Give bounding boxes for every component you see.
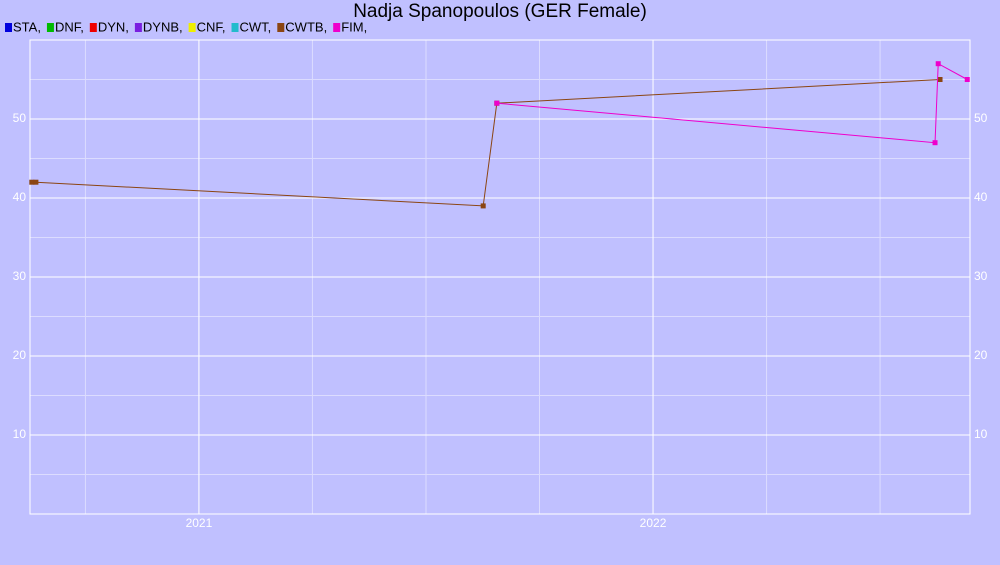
legend-swatch: [5, 23, 12, 32]
y2-tick-label: 40: [974, 190, 988, 204]
y-tick-label: 30: [13, 269, 27, 283]
data-point: [932, 140, 938, 146]
legend-label: CWT,: [240, 19, 272, 34]
data-point: [33, 179, 39, 185]
data-point: [480, 203, 486, 209]
series-line: [496, 62, 968, 144]
legend-label: CNF,: [197, 19, 226, 34]
y-tick-label: 50: [13, 111, 27, 125]
x-tick-label: 2021: [186, 516, 213, 530]
y-tick-label: 20: [13, 348, 27, 362]
legend-label: DYNB,: [143, 19, 183, 34]
y-tick-label: 10: [13, 427, 27, 441]
legend-label: DYN,: [98, 19, 129, 34]
legend-label: DNF,: [55, 19, 84, 34]
legend-swatch: [277, 23, 285, 32]
legend-swatch: [89, 23, 97, 32]
x-tick-label: 2022: [640, 516, 667, 530]
data-point: [494, 100, 500, 106]
data-point: [29, 179, 35, 185]
legend-label: CWTB,: [285, 19, 327, 34]
legend-label: STA,: [13, 19, 41, 34]
legend-swatch: [188, 23, 196, 32]
legend-swatch: [333, 23, 341, 32]
data-point: [964, 77, 970, 82]
chart-title: Nadja Spanopoulos (GER Female): [353, 1, 647, 22]
y2-tick-label: 50: [974, 111, 988, 125]
y2-tick-label: 20: [974, 348, 988, 362]
legend-swatch: [134, 23, 142, 32]
y2-tick-label: 10: [974, 427, 988, 441]
data-point: [935, 61, 941, 67]
y2-tick-label: 30: [974, 269, 988, 283]
legend-swatch: [231, 23, 239, 32]
data-point: [937, 77, 943, 82]
legend-swatch: [46, 23, 54, 32]
y-tick-label: 40: [13, 190, 27, 204]
legend-label: FIM,: [341, 19, 367, 34]
